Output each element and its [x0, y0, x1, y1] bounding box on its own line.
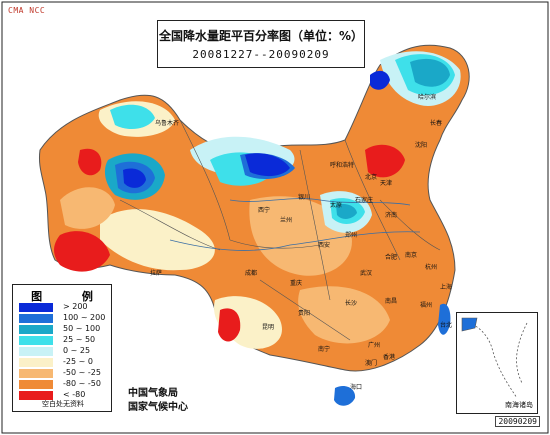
- city-label: 沈阳: [415, 142, 428, 149]
- legend-swatch: [19, 391, 53, 400]
- region-light-orange-south: [298, 286, 390, 344]
- agency-name-cma: 中国气象局: [128, 388, 178, 399]
- city-label: 银川: [298, 194, 311, 201]
- legend-label: > 200: [63, 302, 88, 311]
- city-label: 长沙: [345, 300, 358, 307]
- city-label: 南宁: [318, 346, 331, 353]
- city-label: 兰州: [280, 217, 293, 224]
- city-label: 合肥: [385, 254, 398, 261]
- legend-item: 100 ~ 200: [19, 313, 111, 324]
- region-red-north: [365, 144, 405, 178]
- city-label: 拉萨: [150, 270, 163, 277]
- legend: 图 例 > 200 100 ~ 200 50 ~ 100 25 ~ 50 0 ~…: [12, 284, 112, 412]
- title-box: 全国降水量距平百分率图（单位：%） 20081227--20090209: [157, 20, 365, 68]
- region-teal-ne: [410, 58, 450, 87]
- agency-name-ncc: 国家气候中心: [128, 402, 188, 413]
- city-label: 郑州: [345, 232, 358, 239]
- city-label: 福州: [420, 302, 433, 309]
- date-range: 20081227--20090209: [192, 48, 330, 61]
- legend-swatch: [19, 380, 53, 389]
- city-label: 昆明: [262, 324, 275, 331]
- legend-item: -25 ~ 0: [19, 357, 111, 368]
- inset-label: 南海诸岛: [505, 401, 533, 409]
- legend-label: 100 ~ 200: [63, 313, 106, 322]
- city-label: 重庆: [290, 280, 303, 287]
- region-pale-yellow: [100, 209, 215, 271]
- city-label: 长春: [430, 120, 443, 127]
- city-label: 太原: [330, 202, 343, 209]
- legend-swatch: [19, 369, 53, 378]
- city-label: 呼和浩特: [330, 162, 355, 169]
- city-label: 贵阳: [298, 310, 311, 317]
- city-label: 南昌: [385, 298, 398, 305]
- legend-item: 25 ~ 50: [19, 335, 111, 346]
- region-red-hainan: [334, 386, 356, 406]
- province-boundaries: [119, 119, 441, 341]
- south-china-sea-inset: 南海诸岛: [456, 312, 538, 414]
- legend-note: 空白处无资料: [42, 400, 84, 408]
- legend-item: 0 ~ 25: [19, 346, 111, 357]
- city-label: 哈尔滨: [418, 94, 437, 101]
- legend-item: -80 ~ -50: [19, 379, 111, 390]
- region-dark-blue-west: [123, 168, 146, 188]
- legend-item: > 200: [19, 302, 111, 313]
- region-red-northwest: [78, 148, 102, 176]
- city-label: 西宁: [258, 207, 271, 214]
- city-label: 香港: [383, 354, 396, 361]
- city-label: 乌鲁木齐: [155, 120, 180, 127]
- city-label: 北京: [365, 174, 378, 181]
- legend-swatch: [19, 314, 53, 323]
- legend-swatch: [19, 358, 53, 367]
- region-red-yunnan: [218, 308, 241, 342]
- legend-swatch: [19, 347, 53, 356]
- legend-label: 50 ~ 100: [63, 324, 101, 333]
- legend-item: -50 ~ -25: [19, 368, 111, 379]
- city-label: 西安: [318, 242, 331, 249]
- region-red-tibet: [54, 231, 110, 272]
- legend-item: 50 ~ 100: [19, 324, 111, 335]
- city-label: 济南: [385, 212, 398, 219]
- city-label: 南京: [405, 252, 418, 259]
- city-label: 杭州: [425, 264, 438, 271]
- legend-label: 0 ~ 25: [63, 346, 91, 355]
- legend-label: -25 ~ 0: [63, 357, 93, 366]
- date-stamp: 20090209: [495, 416, 540, 427]
- legend-item: < -80: [19, 390, 111, 401]
- legend-swatch: [19, 303, 53, 312]
- city-label: 海口: [350, 384, 363, 391]
- map-title: 全国降水量距平百分率图（单位：%）: [158, 29, 364, 43]
- city-label: 天津: [380, 180, 393, 187]
- legend-label: -80 ~ -50: [63, 379, 101, 388]
- inset-map: [461, 317, 528, 399]
- city-label: 上海: [440, 284, 453, 291]
- city-label: 石家庄: [355, 197, 374, 204]
- legend-title: 图 例: [31, 290, 111, 303]
- legend-label: 25 ~ 50: [63, 335, 96, 344]
- city-label: 成都: [245, 270, 258, 277]
- region-dark-blue-ne: [370, 70, 390, 90]
- city-label: 澳门: [365, 360, 378, 367]
- city-label: 广州: [368, 342, 381, 349]
- legend-swatch: [19, 325, 53, 334]
- region-taiwan: [438, 303, 451, 335]
- region-cyan-nw: [110, 104, 155, 130]
- city-label: 武汉: [360, 270, 373, 277]
- region-dark-blue-north: [245, 153, 290, 177]
- legend-label: < -80: [63, 390, 86, 399]
- legend-swatch: [19, 336, 53, 345]
- rivers: [169, 198, 421, 251]
- watermark: CMA NCC: [8, 6, 46, 15]
- city-label: 台北: [440, 322, 453, 329]
- region-teal-east: [336, 203, 357, 219]
- legend-label: -50 ~ -25: [63, 368, 101, 377]
- region-light-orange-west: [60, 187, 115, 229]
